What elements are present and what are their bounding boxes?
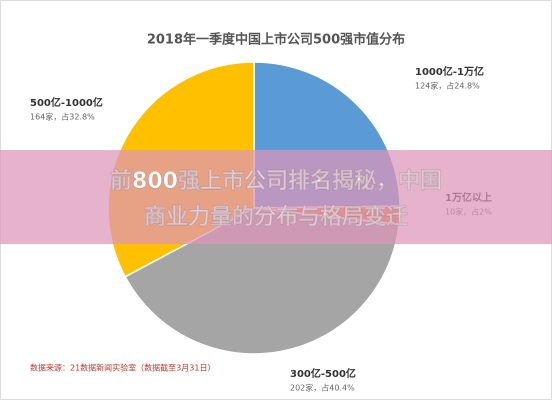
slice-value-label: 124家，占24.8%: [415, 81, 480, 91]
slice-label: 300亿-500亿: [290, 367, 356, 380]
slice-label: 1000亿-1万亿: [415, 65, 484, 78]
slice-label: 500亿-1000亿: [30, 96, 103, 109]
slice-value-label: 164家，占32.8%: [30, 112, 95, 122]
pie-slice: [124, 207, 400, 355]
overlay-title: 商业力量的分布与格局变迁: [144, 204, 408, 230]
overlay-title: 前800强上市公司排名揭秘，中国: [110, 168, 442, 194]
source-note: 数据来源：21数据新闻实验室（数据截至3月31日）: [30, 363, 215, 373]
slice-value-label: 202家，占40.4%: [290, 383, 355, 393]
chart-title: 2018年一季度中国上市公司500强市值分布: [147, 32, 405, 48]
overlay-banner: [0, 150, 552, 244]
